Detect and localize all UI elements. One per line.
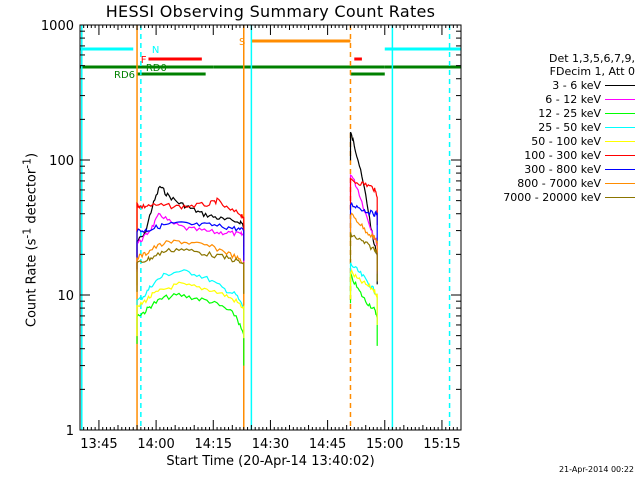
series-line-6-0 bbox=[136, 221, 245, 261]
series-line-1-0 bbox=[136, 212, 245, 272]
legend-entry-8: 7000 - 20000 keV bbox=[470, 190, 635, 204]
x-tick-label-5: 15:00 bbox=[366, 437, 403, 452]
x-tick-label-4: 14:45 bbox=[309, 437, 346, 452]
legend-label: 800 - 7000 keV bbox=[517, 176, 601, 190]
series-line-5-0 bbox=[136, 197, 245, 247]
series-line-8-0 bbox=[136, 247, 245, 294]
legend-entry-0: 3 - 6 keV bbox=[470, 78, 635, 92]
legend-label: 50 - 100 keV bbox=[531, 134, 601, 148]
legend-header-line-2: FDecim 1, Att 0 bbox=[549, 65, 635, 78]
x-axis-label: Start Time (20-Apr-14 13:40:02) bbox=[166, 454, 375, 469]
legend-swatch bbox=[605, 168, 635, 170]
series-line-7-0 bbox=[136, 239, 245, 294]
flag-label-n: N bbox=[152, 45, 159, 56]
series-line-8-1 bbox=[349, 232, 378, 282]
series-line-4-0 bbox=[136, 281, 245, 339]
series-line-0-1 bbox=[349, 131, 378, 285]
legend-swatch bbox=[605, 140, 635, 142]
legend-entries: 3 - 6 keV 6 - 12 keV 12 - 25 keV 25 - 50 ke… bbox=[470, 78, 635, 204]
y-tick-label-2: 100 bbox=[49, 154, 74, 169]
footer-timestamp: 21-Apr-2014 00:22 bbox=[558, 465, 634, 474]
x-tick-label-2: 14:15 bbox=[195, 437, 232, 452]
legend-label: 7000 - 20000 keV bbox=[503, 190, 601, 204]
x-tick-label-0: 13:45 bbox=[80, 437, 117, 452]
legend-swatch bbox=[605, 154, 635, 156]
x-tick-label-3: 14:30 bbox=[252, 437, 289, 452]
flag-label-s: S bbox=[239, 37, 245, 48]
legend-entry-5: 100 - 300 keV bbox=[470, 148, 635, 162]
legend-entry-7: 800 - 7000 keV bbox=[470, 176, 635, 190]
series-line-6-1 bbox=[349, 201, 378, 244]
flag-label-rd0: RD0 bbox=[146, 63, 167, 74]
legend-label: 25 - 50 keV bbox=[538, 120, 601, 134]
legend-swatch bbox=[605, 126, 635, 128]
series-line-3-1 bbox=[349, 262, 378, 325]
series-line-2-0 bbox=[136, 292, 245, 366]
legend-entry-6: 300 - 800 keV bbox=[470, 162, 635, 176]
legend-swatch bbox=[605, 182, 635, 184]
series-line-0-0 bbox=[136, 185, 245, 270]
y-tick-label-1: 10 bbox=[57, 289, 74, 304]
legend-label: 3 - 6 keV bbox=[552, 78, 601, 92]
series-line-2-1 bbox=[349, 272, 378, 346]
legend-swatch bbox=[605, 84, 635, 86]
legend-label: 6 - 12 keV bbox=[545, 92, 601, 106]
legend-entry-1: 6 - 12 keV bbox=[470, 92, 635, 106]
series-line-5-1 bbox=[349, 177, 378, 226]
legend-swatch bbox=[605, 196, 635, 198]
y-axis-label: Count Rate (s-1 detector-1) bbox=[20, 152, 40, 328]
y-tick-label-3: 1000 bbox=[41, 19, 74, 34]
chart-title: HESSI Observing Summary Count Rates bbox=[105, 2, 436, 21]
flag-label-f: F bbox=[141, 55, 147, 66]
legend-entry-2: 12 - 25 keV bbox=[470, 106, 635, 120]
x-tick-label-1: 14:00 bbox=[137, 437, 174, 452]
legend-label: 300 - 800 keV bbox=[524, 162, 601, 176]
legend-header-line-1: Det 1,3,5,6,7,9, bbox=[548, 52, 635, 65]
legend-swatch bbox=[605, 98, 635, 100]
legend-label: 12 - 25 keV bbox=[538, 106, 601, 120]
legend-entry-3: 25 - 50 keV bbox=[470, 120, 635, 134]
series-line-7-1 bbox=[349, 212, 378, 272]
legend-label: 100 - 300 keV bbox=[524, 148, 601, 162]
series-lines-layer bbox=[136, 131, 378, 366]
flag-label-rd6: RD6 bbox=[114, 70, 135, 81]
series-line-4-1 bbox=[349, 269, 378, 325]
x-tick-label-6: 15:15 bbox=[423, 437, 460, 452]
series-line-3-0 bbox=[136, 269, 245, 339]
legend-entry-4: 50 - 100 keV bbox=[470, 134, 635, 148]
axes-layer: 1 10 100 1000 13:45 14:00 14:15 14:30 14:45 15:00… bbox=[41, 19, 462, 452]
y-tick-label-0: 1 bbox=[66, 424, 74, 439]
legend-swatch bbox=[605, 112, 635, 114]
legend: Det 1,3,5,6,7,9, FDecim 1, Att 0 3 - 6 k… bbox=[470, 52, 635, 204]
